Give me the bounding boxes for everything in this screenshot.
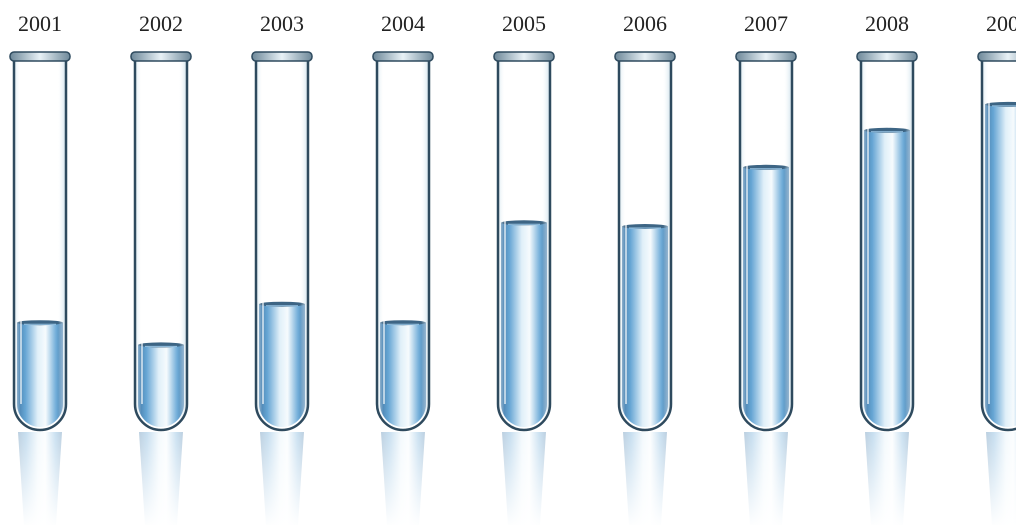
year-label-2006: 2006 [623, 11, 667, 36]
tube-glass-2006 [617, 58, 673, 432]
tube-rim-2002 [130, 51, 192, 62]
tube-2002 [130, 51, 192, 528]
tube-rim-2009 [977, 51, 1016, 62]
tube-rim-2006 [614, 51, 676, 62]
tubes [9, 51, 1016, 528]
tube-2008 [856, 51, 918, 528]
tube-reflection [373, 432, 433, 528]
tube-reflection [978, 432, 1016, 528]
year-label-2008: 2008 [865, 11, 909, 36]
tube-reflection [252, 432, 312, 528]
tube-2001 [9, 51, 71, 528]
tube-rim-2004 [372, 51, 434, 62]
year-label-2002: 2002 [139, 11, 183, 36]
tube-2004 [372, 51, 434, 528]
year-label-2009: 2009 [986, 11, 1016, 36]
tube-2003 [251, 51, 313, 528]
tube-glass-2007 [738, 58, 794, 432]
tube-glass-2001 [12, 58, 68, 432]
year-labels: 2001 2002 2003 2004 2005 2006 2007 2008 2009 [18, 11, 1016, 36]
tube-2007 [735, 51, 797, 528]
tube-glass-2002 [133, 58, 189, 432]
tube-glass-2003 [254, 58, 310, 432]
tube-rim-2005 [493, 51, 555, 62]
tube-glass-2005 [496, 58, 552, 432]
tube-rim-2001 [9, 51, 71, 62]
tube-glass-2004 [375, 58, 431, 432]
year-label-2004: 2004 [381, 11, 425, 36]
tube-2006 [614, 51, 676, 528]
tube-reflection [131, 432, 191, 528]
tube-2005 [493, 51, 555, 528]
tube-glass-2009 [980, 58, 1016, 432]
tube-reflection [736, 432, 796, 528]
year-label-2001: 2001 [18, 11, 62, 36]
tube-glass-2008 [859, 58, 915, 432]
year-label-2003: 2003 [260, 11, 304, 36]
tube-reflection [494, 432, 554, 528]
tube-reflection [10, 432, 70, 528]
year-label-2007: 2007 [744, 11, 788, 36]
tube-rim-2003 [251, 51, 313, 62]
tube-reflection [615, 432, 675, 528]
tube-2009 [977, 51, 1016, 528]
year-label-2005: 2005 [502, 11, 546, 36]
tube-rim-2008 [856, 51, 918, 62]
tube-rim-2007 [735, 51, 797, 62]
tube-reflection [857, 432, 917, 528]
